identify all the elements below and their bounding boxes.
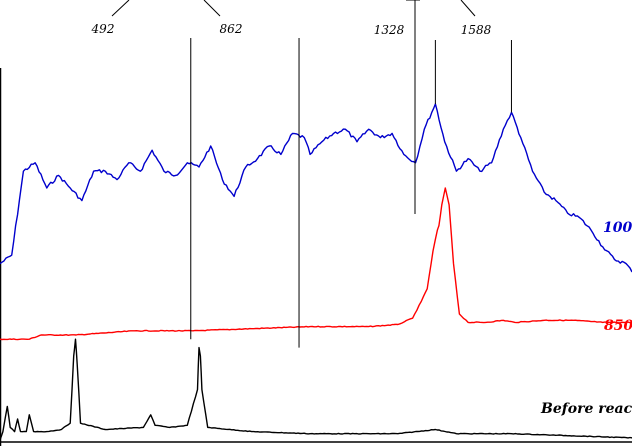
peak-label-1588: 1588 <box>461 23 492 37</box>
series-label-before-reaction: Before reaction <box>540 401 632 417</box>
series-label-1000: 1000 <box>603 220 632 236</box>
leader-line-862 <box>203 0 221 17</box>
leader-line-1588 <box>460 0 476 17</box>
leader-line-492 <box>111 0 130 17</box>
peak-marker-layer <box>111 0 512 348</box>
series-line-1000 <box>0 103 632 273</box>
series-label-850: 850 <box>604 318 632 334</box>
series-line-before-reaction <box>0 338 632 441</box>
peak-label-492: 492 <box>91 22 115 36</box>
series-line-850 <box>0 187 632 341</box>
series-layer <box>0 103 632 441</box>
peak-label-862: 862 <box>220 22 243 36</box>
peak-label-1328: 1328 <box>374 23 405 37</box>
